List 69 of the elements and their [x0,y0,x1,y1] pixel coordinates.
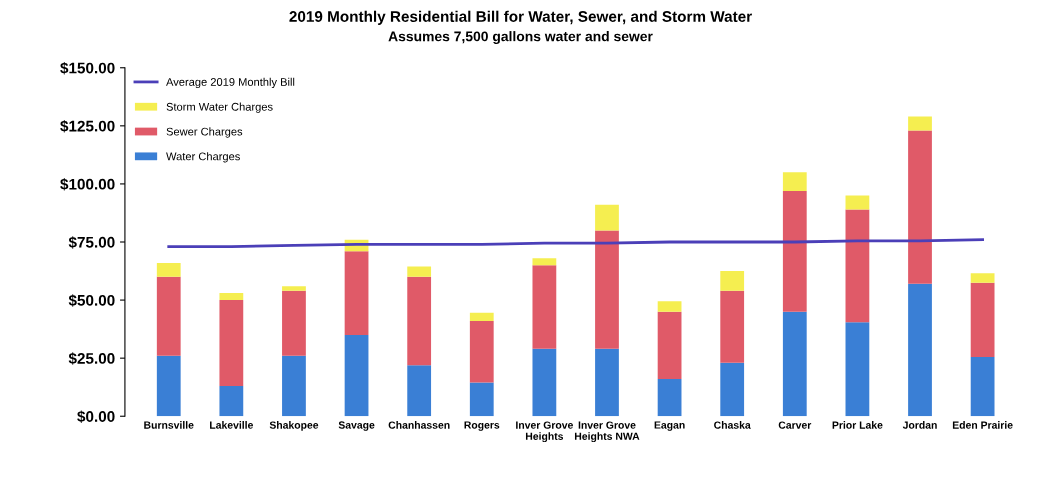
bar [595,204,619,231]
bar [532,348,557,417]
x-tick-label: Burnsville [144,421,194,429]
bar [782,190,807,312]
legend-label: Average 2019 Monthly Bill [166,77,295,89]
bar [782,172,807,191]
bar [407,276,432,366]
bar [970,273,995,283]
x-tick-label: Prior Lake [832,421,883,429]
bar [595,230,619,349]
x-tick-label: Shakopee [269,421,319,431]
bar [469,312,494,321]
bar [282,290,306,356]
bar [469,320,494,383]
bar [782,311,807,417]
bar [908,116,932,131]
y-tick-label: $75.00 [68,236,115,249]
x-tick-label: Rogers [464,421,500,431]
x-tick-label: Eagan [654,421,685,431]
bar [407,365,432,417]
bar [657,379,682,417]
y-tick-label: $150.00 [60,61,115,75]
legend-label: Storm Water Charges [166,102,273,113]
bar [657,311,682,380]
x-tick-label: Chanhassen [388,421,450,429]
bar [720,271,745,291]
x-tick-label: Chaska [714,421,751,429]
chart-subtitle: Assumes 7,500 gallons water and sewer [388,31,653,45]
bar [970,357,995,417]
bar [970,282,995,357]
y-tick-label: $0.00 [77,410,115,423]
bar [595,348,619,417]
y-tick-label: $125.00 [60,120,115,133]
bar [657,301,682,312]
x-tick-label: Eden Prairie [952,421,1013,429]
x-tick-label: Lakeville [210,421,253,429]
bar [532,258,557,266]
x-tick-label: Carver [778,421,812,429]
bar [156,276,181,356]
bar [156,355,181,417]
y-tick-label: $50.00 [68,294,115,307]
bar [845,322,870,417]
chart-title: 2019 Monthly Residential Bill for Water, Sewer, and Storm Water [289,10,752,25]
bar [219,300,244,387]
bar [532,265,557,349]
legend-label: Water Charges [166,152,240,163]
y-tick-label: $100.00 [60,178,115,191]
bar [282,355,306,417]
line-series [167,238,985,249]
x-tick-label: Jordan [902,421,937,429]
x-tick-label: Inver Grove Heights [516,421,573,443]
y-tick-label: $25.00 [68,352,115,365]
bar [908,283,932,417]
legend-label: Sewer Charges [166,127,243,138]
bar [908,130,932,284]
bar [219,386,244,417]
bar [469,382,494,417]
bar [282,286,306,291]
bar [344,251,369,335]
x-tick-label: Inver Grove Heights NWA [574,421,640,443]
x-tick-label: Savage [338,421,375,431]
bar [156,262,181,277]
bar [720,362,745,417]
bar [344,334,369,417]
bar [845,195,870,210]
bar [720,290,745,363]
bar [219,293,244,301]
bar [845,209,870,323]
bar [407,266,432,277]
